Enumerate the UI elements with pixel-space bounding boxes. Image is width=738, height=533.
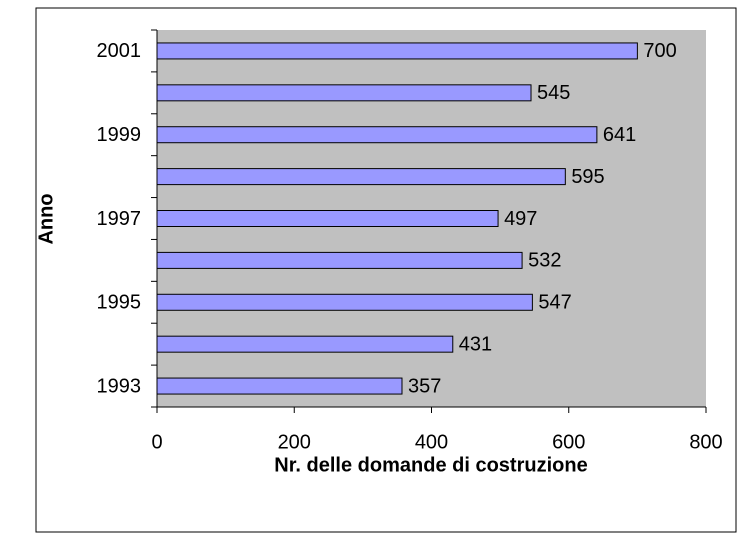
data-label: 357 bbox=[408, 375, 441, 397]
bar bbox=[156, 335, 454, 353]
bar bbox=[156, 168, 566, 186]
y-tick-label: 1993 bbox=[97, 375, 142, 397]
data-label: 595 bbox=[571, 166, 604, 188]
x-tick-label: 0 bbox=[151, 431, 162, 453]
x-tick-label: 600 bbox=[552, 431, 585, 453]
x-tick-label: 400 bbox=[415, 431, 448, 453]
y-tick-label: 1997 bbox=[97, 208, 142, 230]
bar bbox=[156, 293, 533, 311]
bar bbox=[156, 377, 403, 395]
bar bbox=[156, 126, 598, 144]
y-tick-label: 2001 bbox=[97, 40, 142, 62]
x-tick-label: 200 bbox=[278, 431, 311, 453]
bar bbox=[156, 251, 523, 269]
data-label: 532 bbox=[528, 250, 561, 272]
y-tick-label: 1999 bbox=[97, 124, 142, 146]
data-label: 641 bbox=[603, 124, 636, 146]
y-axis-title: Anno bbox=[35, 193, 57, 244]
y-tick-label: 1995 bbox=[97, 292, 142, 314]
bar bbox=[156, 210, 499, 227]
data-label: 431 bbox=[459, 333, 492, 355]
data-label: 700 bbox=[643, 40, 676, 62]
x-tick-label: 800 bbox=[689, 431, 722, 453]
bar bbox=[156, 84, 532, 102]
data-label: 545 bbox=[537, 82, 570, 104]
chart-frame bbox=[35, 7, 737, 533]
x-axis-title: Nr. delle domande di costruzione bbox=[274, 454, 587, 476]
bar bbox=[156, 42, 638, 60]
data-label: 497 bbox=[504, 208, 537, 230]
data-label: 547 bbox=[538, 292, 571, 314]
